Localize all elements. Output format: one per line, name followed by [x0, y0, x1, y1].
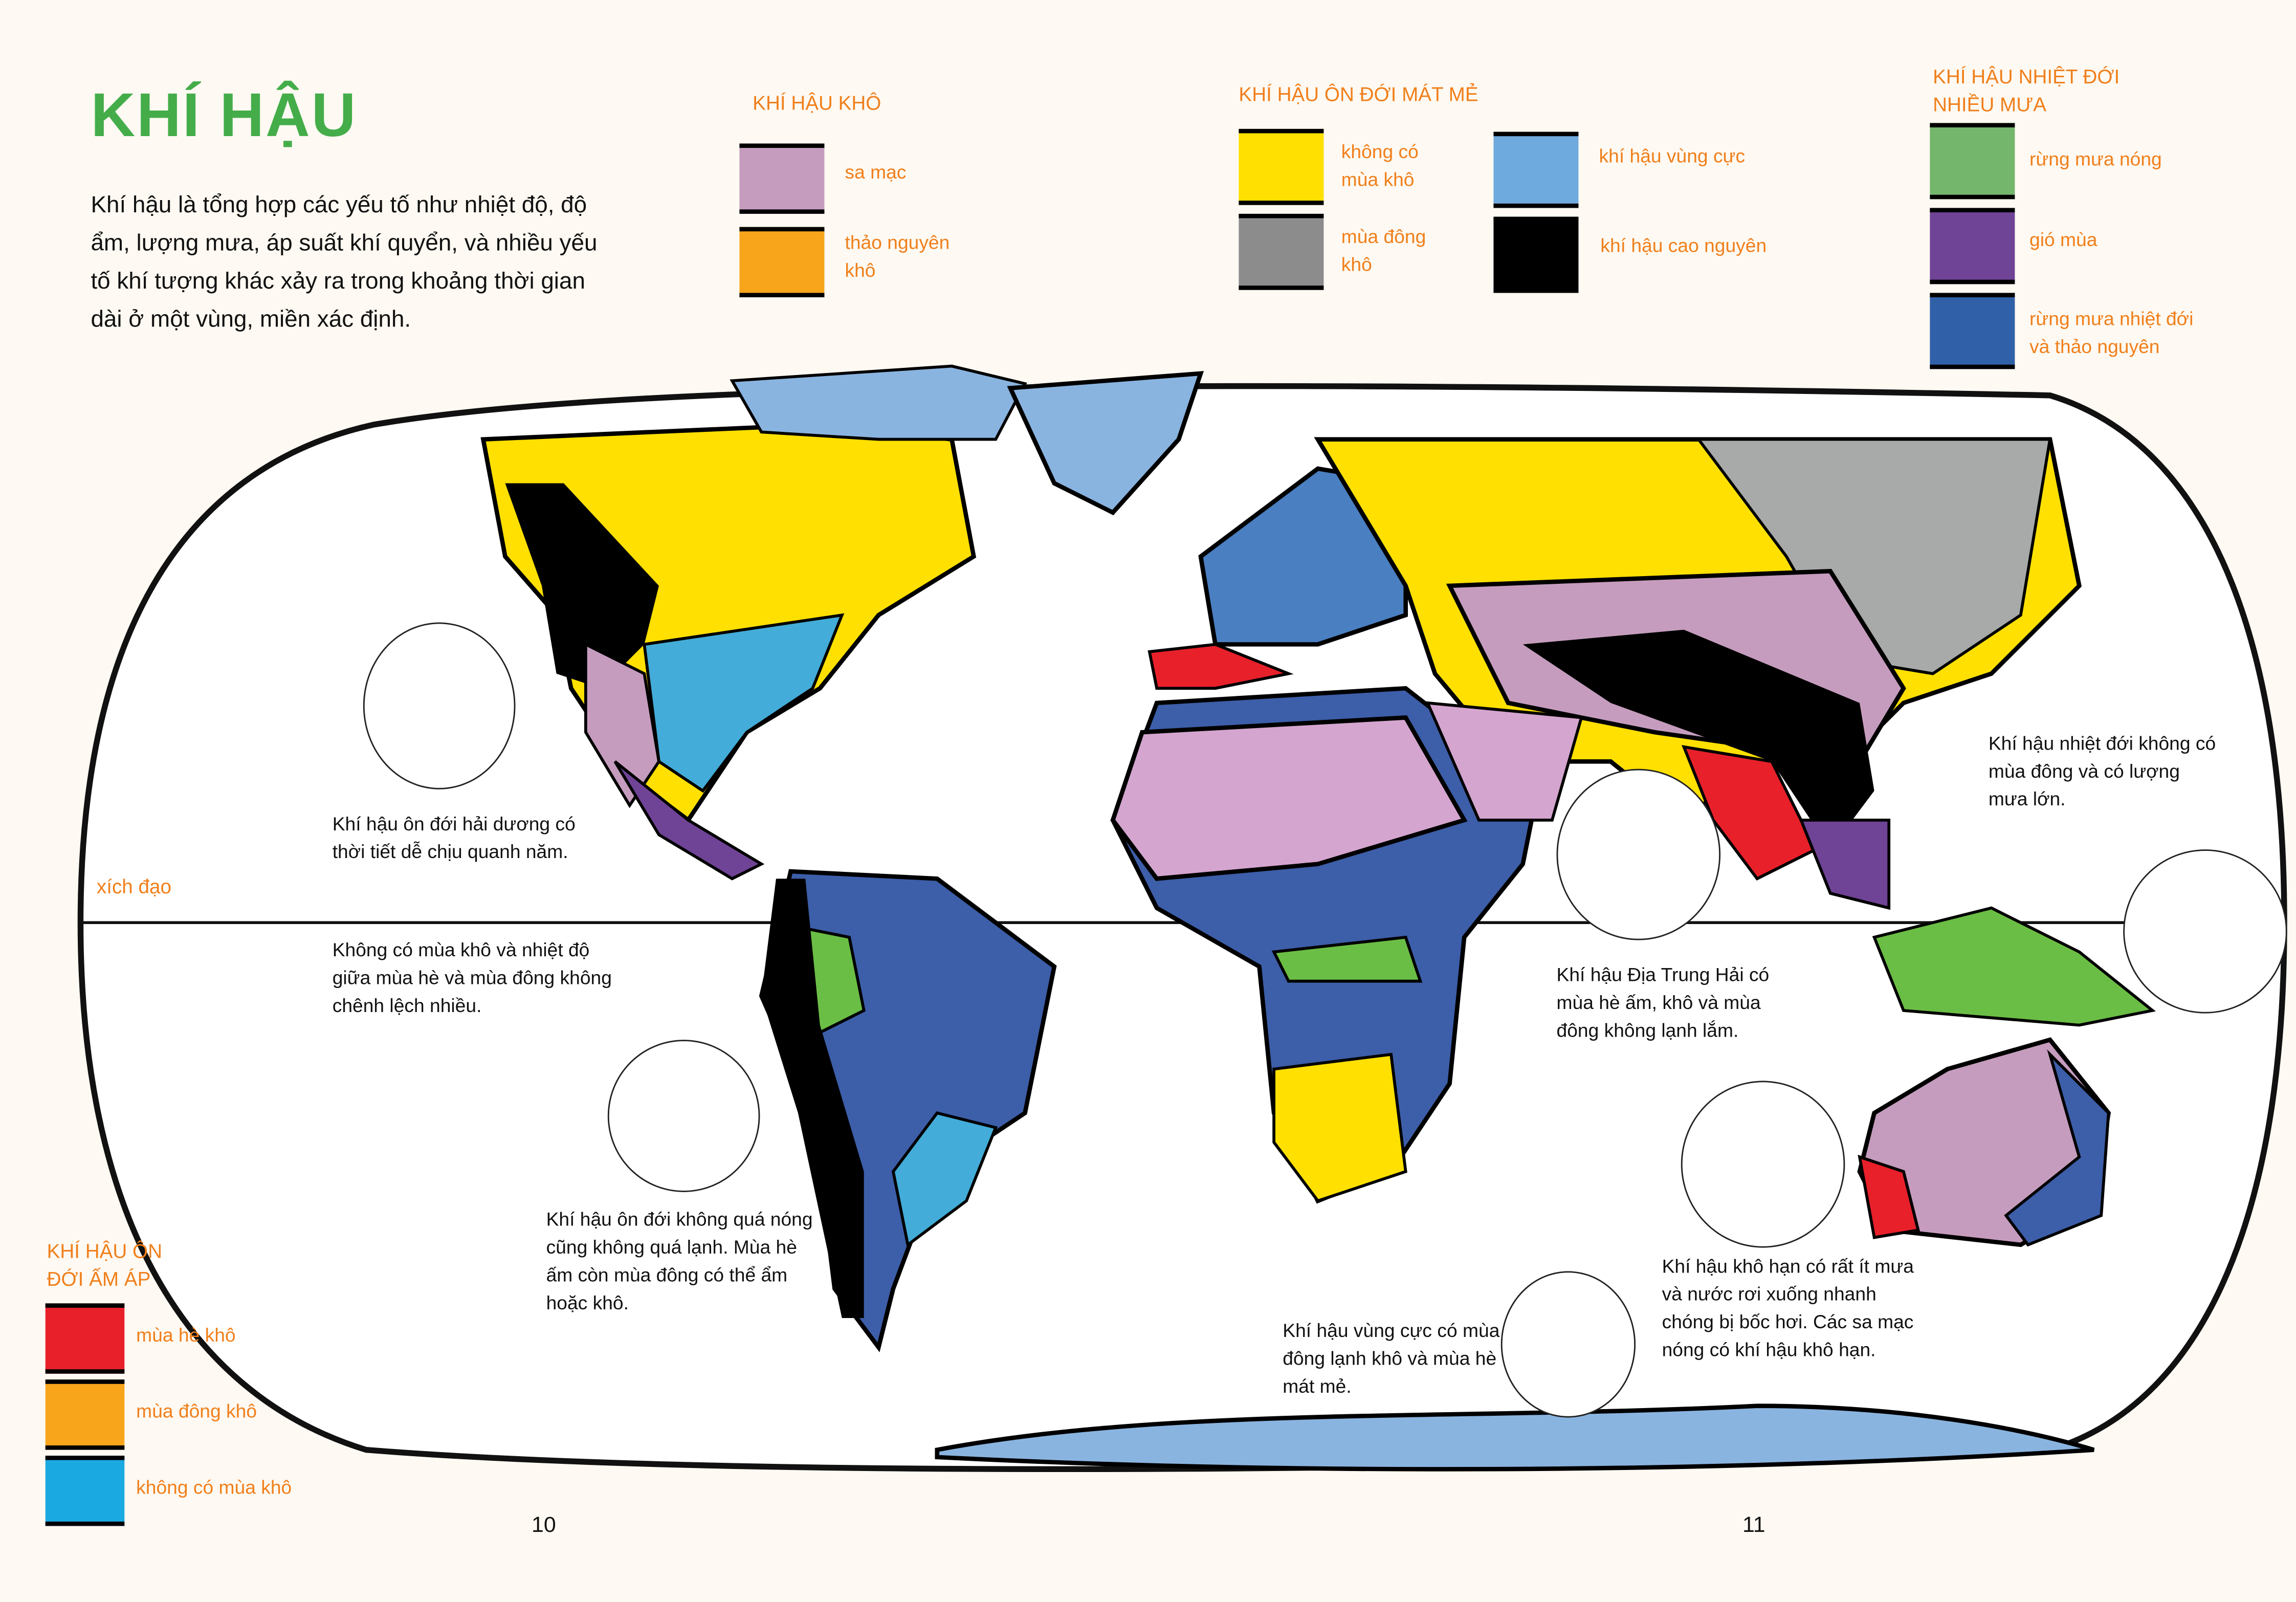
- label-dry-steppe: thảo nguyên khô: [845, 231, 950, 281]
- portrait-man-arid: [1681, 1081, 1845, 1248]
- label-warm-dry-winter: mùa đông khô: [136, 1400, 257, 1422]
- label-polar: khí hậu vùng cực: [1599, 145, 1746, 167]
- portrait-man-temperate: [607, 1040, 760, 1192]
- indonesia: [1872, 906, 2156, 1027]
- label-savanna: rừng mưa nhiệt đới và thảo nguyên: [2029, 308, 2194, 358]
- sa-south-east: [891, 1111, 998, 1247]
- australia-east: [2004, 1049, 2110, 1247]
- legend-heading-dry: KHÍ HẬU KHÔ: [753, 92, 881, 115]
- portrait-woman-oceanic: [363, 622, 516, 789]
- page-title: KHÍ HẬU: [91, 80, 358, 149]
- swatch-desert: [739, 143, 825, 214]
- swatch-monsoon: [1930, 208, 2015, 284]
- page-number-right: 11: [1742, 1512, 1765, 1538]
- legend-heading-tropical: KHÍ HẬU NHIỆT ĐỚI NHIỀU MƯA: [1933, 65, 2120, 116]
- label-monsoon: gió mùa: [2029, 228, 2098, 251]
- swatch-polar: [1493, 131, 1579, 208]
- caption-polar: Khí hậu vùng cực có mùa đông lạnh khô và…: [1283, 1319, 1500, 1397]
- legend-heading-warm: KHÍ HẬU ÔN ĐỚI ẤM ÁP: [47, 1240, 163, 1290]
- swatch-highland: [1493, 216, 1579, 293]
- swatch-warm-no-dry: [45, 1456, 125, 1526]
- label-rainforest: rừng mưa nóng: [2029, 148, 2162, 170]
- australia-southwest: [1858, 1154, 1920, 1239]
- swatch-dry-steppe: [739, 227, 825, 298]
- label-desert: sa mạc: [845, 161, 907, 183]
- antarctica: [935, 1403, 2095, 1472]
- central-america: [613, 760, 765, 881]
- label-warm-no-dry: không có mùa khô: [136, 1476, 292, 1499]
- portrait-tropical-umbrella: [2123, 849, 2287, 1014]
- label-highland: khí hậu cao nguyên: [1600, 234, 1767, 256]
- arabia: [1425, 701, 1583, 822]
- caption-oceanic: Khí hậu ôn đới hải dương có thời tiết dễ…: [332, 813, 576, 863]
- india: [1681, 745, 1818, 881]
- swatch-warm-dry-winter: [45, 1379, 125, 1450]
- east-siberia: [1695, 437, 2052, 675]
- southern-africa: [1272, 1052, 1407, 1203]
- greenland: [1007, 371, 1204, 516]
- swatch-savanna: [1930, 293, 2015, 369]
- congo: [1271, 935, 1423, 983]
- label-no-dry-season: không có mùa khô: [1341, 140, 1419, 191]
- caption-arid: Khí hậu khô hạn có rất ít mưa và nước rơ…: [1662, 1255, 1914, 1360]
- swatch-dry-summer: [45, 1303, 125, 1374]
- southeast-asia: [1799, 818, 1891, 910]
- caption-temperate: Khí hậu ôn đới không quá nóng cũng không…: [546, 1208, 813, 1314]
- legend-heading-cool: KHÍ HẬU ÔN ĐỚI MÁT MẺ: [1239, 83, 1478, 106]
- swatch-no-dry-season: [1239, 128, 1324, 205]
- tibet: [1522, 629, 1874, 850]
- equator-label: xích đạo: [96, 875, 172, 898]
- mediterranean-europe: [1147, 643, 1294, 690]
- label-dry-winter: mùa đông khô: [1341, 225, 1426, 276]
- caption-no-dry: Không có mùa khô và nhiệt độ giữa mùa hè…: [332, 938, 612, 1017]
- caption-mediterranean: Khí hậu Địa Trung Hải có mùa hè ấm, khô …: [1556, 963, 1770, 1042]
- rockies: [505, 483, 659, 689]
- swatch-dry-winter: [1239, 213, 1324, 290]
- portrait-woman-mediterranean: [1556, 769, 1721, 940]
- andes: [761, 879, 864, 1318]
- page-number-left: 10: [531, 1512, 556, 1538]
- label-dry-summer: mùa hè khô: [136, 1324, 236, 1346]
- arctic-islands: [730, 364, 1027, 441]
- caption-tropical: Khí hậu nhiệt đới không có mùa đông và c…: [1988, 732, 2216, 810]
- sahara: [1110, 715, 1468, 881]
- swatch-rainforest: [1930, 123, 2015, 200]
- intro-text: Khí hậu là tổng hợp các yếu tố như nhiệt…: [91, 193, 598, 333]
- portrait-polar-explorer: [1500, 1271, 1636, 1418]
